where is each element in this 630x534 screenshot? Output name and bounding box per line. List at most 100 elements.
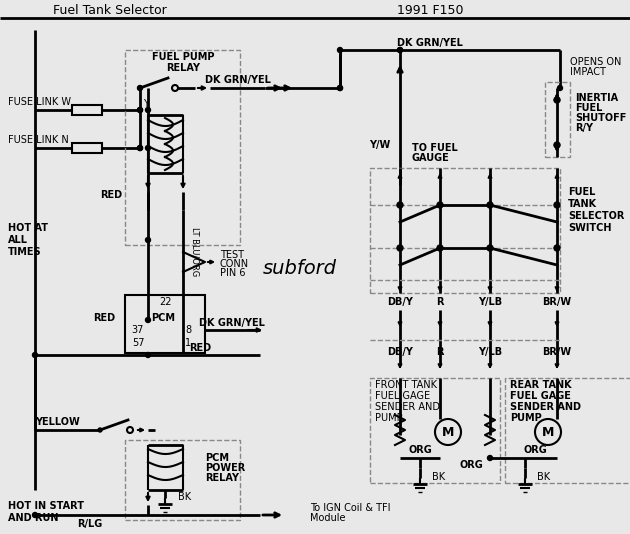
- Text: CONN: CONN: [220, 259, 249, 269]
- Text: DK GRN/YEL: DK GRN/YEL: [397, 38, 463, 48]
- Circle shape: [146, 145, 151, 151]
- Circle shape: [554, 142, 560, 148]
- Text: HOT IN START: HOT IN START: [8, 501, 84, 511]
- Circle shape: [146, 238, 151, 242]
- Text: To IGN Coil & TFI: To IGN Coil & TFI: [310, 503, 391, 513]
- Text: TIMES: TIMES: [8, 247, 42, 257]
- Circle shape: [437, 202, 443, 208]
- Text: RED: RED: [93, 313, 115, 323]
- Circle shape: [535, 419, 561, 445]
- Text: FUEL GAGE: FUEL GAGE: [510, 391, 571, 401]
- Text: PIN 6: PIN 6: [220, 268, 246, 278]
- Text: RELAY: RELAY: [205, 473, 239, 483]
- Text: SHUTOFF: SHUTOFF: [575, 113, 626, 123]
- Circle shape: [487, 202, 493, 208]
- Text: 8: 8: [185, 325, 191, 335]
- Text: FUEL: FUEL: [568, 187, 595, 197]
- Text: Y/LB: Y/LB: [478, 347, 502, 357]
- Text: 22: 22: [159, 297, 171, 307]
- Bar: [72, 143, 102, 153]
- Text: BR/W: BR/W: [542, 347, 571, 357]
- Text: IMPACT: IMPACT: [570, 67, 606, 77]
- Circle shape: [398, 48, 403, 52]
- Text: FRONT TANK: FRONT TANK: [375, 380, 437, 390]
- Circle shape: [554, 202, 560, 208]
- Text: FUSE LINK W: FUSE LINK W: [8, 97, 71, 107]
- Text: DK GRN/YEL: DK GRN/YEL: [199, 318, 265, 328]
- Circle shape: [173, 86, 177, 90]
- Circle shape: [554, 97, 560, 103]
- Circle shape: [488, 456, 493, 460]
- Circle shape: [137, 85, 142, 90]
- Circle shape: [137, 145, 142, 151]
- Text: INERTIA: INERTIA: [575, 93, 618, 103]
- Text: RELAY: RELAY: [166, 63, 200, 73]
- Text: ORG: ORG: [408, 445, 432, 455]
- Bar: [370, 168, 560, 293]
- Text: Module: Module: [310, 513, 345, 523]
- Text: 57: 57: [132, 338, 144, 348]
- Circle shape: [338, 48, 343, 52]
- Circle shape: [33, 513, 38, 517]
- Text: Y/W: Y/W: [369, 140, 390, 150]
- Text: REAR TANK: REAR TANK: [510, 380, 571, 390]
- Text: Y/LB: Y/LB: [478, 297, 502, 307]
- Circle shape: [437, 245, 443, 251]
- Circle shape: [146, 318, 151, 323]
- Bar: [505, 378, 630, 483]
- Bar: [125, 50, 240, 245]
- Text: 1991 F150: 1991 F150: [397, 4, 463, 18]
- Text: FUEL GAGE: FUEL GAGE: [375, 391, 430, 401]
- Text: ORG: ORG: [523, 445, 547, 455]
- Text: R: R: [436, 347, 444, 357]
- Text: DB/Y: DB/Y: [387, 297, 413, 307]
- Text: DK GRN/YEL: DK GRN/YEL: [205, 75, 271, 85]
- Text: AND RUN: AND RUN: [8, 513, 59, 523]
- Bar: [125, 295, 205, 353]
- Text: Fuel Tank Selector: Fuel Tank Selector: [53, 4, 167, 18]
- Text: PUMP: PUMP: [510, 413, 542, 423]
- Circle shape: [435, 419, 461, 445]
- Text: RED: RED: [100, 190, 122, 200]
- Text: HOT AT: HOT AT: [8, 223, 48, 233]
- Circle shape: [128, 428, 132, 432]
- Bar: [72, 105, 102, 115]
- Circle shape: [146, 107, 151, 113]
- Text: BR/W: BR/W: [542, 297, 571, 307]
- Text: SELECTOR: SELECTOR: [568, 211, 624, 221]
- Circle shape: [554, 245, 560, 251]
- Text: OPENS ON: OPENS ON: [570, 57, 621, 67]
- Text: SWITCH: SWITCH: [568, 223, 612, 233]
- Text: 1: 1: [185, 338, 191, 348]
- Text: PCM: PCM: [205, 453, 229, 463]
- Bar: [545, 82, 570, 157]
- Text: FUSE LINK N: FUSE LINK N: [8, 135, 69, 145]
- Text: SENDER AND: SENDER AND: [375, 402, 440, 412]
- Text: GAUGE: GAUGE: [412, 153, 450, 163]
- Text: ALL: ALL: [8, 235, 28, 245]
- Text: BK: BK: [432, 472, 445, 482]
- Circle shape: [138, 86, 142, 90]
- Text: PCM: PCM: [151, 313, 175, 323]
- Text: PUMP: PUMP: [375, 413, 403, 423]
- Circle shape: [98, 428, 102, 432]
- Circle shape: [338, 85, 343, 90]
- Circle shape: [397, 202, 403, 208]
- Text: DB/Y: DB/Y: [387, 347, 413, 357]
- Circle shape: [33, 352, 38, 357]
- Circle shape: [137, 145, 142, 151]
- Text: FUEL: FUEL: [575, 103, 602, 113]
- Text: TO FUEL: TO FUEL: [412, 143, 458, 153]
- Text: TANK: TANK: [568, 199, 597, 209]
- Text: YELLOW: YELLOW: [35, 417, 80, 427]
- Text: POWER: POWER: [205, 463, 245, 473]
- Circle shape: [127, 427, 133, 433]
- Text: M: M: [542, 426, 554, 438]
- Circle shape: [398, 48, 403, 52]
- Text: SENDER AND: SENDER AND: [510, 402, 581, 412]
- Circle shape: [137, 107, 142, 113]
- Circle shape: [172, 85, 178, 91]
- Text: R: R: [436, 297, 444, 307]
- Text: Y: Y: [143, 99, 149, 109]
- Text: BK: BK: [537, 472, 550, 482]
